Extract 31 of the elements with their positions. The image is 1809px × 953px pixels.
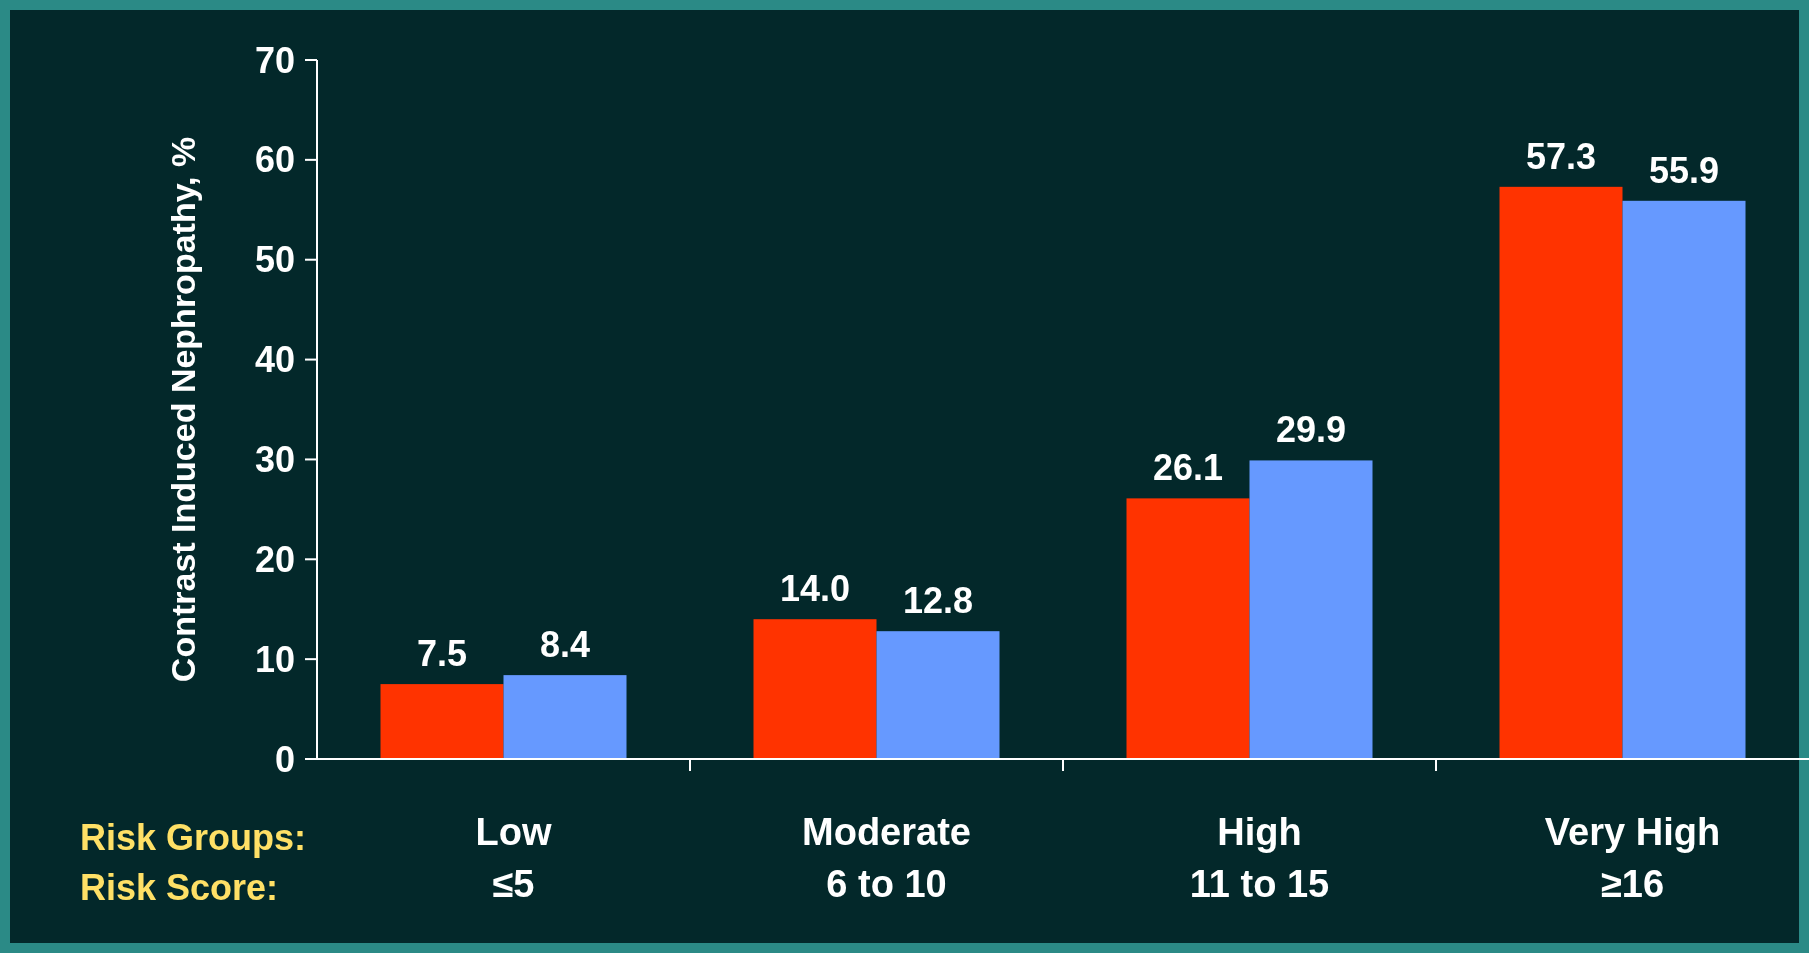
data-label: 8.4 <box>539 624 591 666</box>
bar <box>876 631 1000 759</box>
data-label: 57.3 <box>1525 135 1597 177</box>
data-label: 14.0 <box>779 568 851 610</box>
x-tick-label: High 11 to 15 <box>1189 811 1330 905</box>
data-label: 29.9 <box>1275 409 1347 451</box>
bar <box>1499 186 1623 759</box>
y-tick-label: 30 <box>254 439 295 481</box>
x-tick-label: Low ≤5 <box>475 811 552 905</box>
text: Risk Score: <box>80 867 279 908</box>
y-tick-label: 0 <box>274 738 295 780</box>
text: Risk Groups: <box>80 817 307 858</box>
y-tick-label: 20 <box>254 538 295 580</box>
x-tick-label: Moderate 6 to 10 <box>802 811 971 905</box>
bar <box>1249 460 1373 759</box>
y-tick-label: 60 <box>254 139 295 181</box>
bar <box>1126 498 1250 759</box>
data-label: 55.9 <box>1648 149 1720 191</box>
y-tick-label: 40 <box>254 339 295 381</box>
y-tick-label: 70 <box>254 39 295 81</box>
y-tick-label: 10 <box>254 638 295 680</box>
y-tick-label: 50 <box>254 239 295 281</box>
x-tick-label: Very High ≥16 <box>1544 811 1721 905</box>
y-axis-title: Contrast Induced Nephropathy, % <box>164 136 202 683</box>
bar <box>1622 200 1746 759</box>
bar <box>753 619 877 759</box>
bar <box>380 684 504 759</box>
data-label: 7.5 <box>416 633 468 675</box>
bar <box>503 675 627 759</box>
data-label: 12.8 <box>902 580 974 622</box>
data-label: 26.1 <box>1152 447 1224 489</box>
